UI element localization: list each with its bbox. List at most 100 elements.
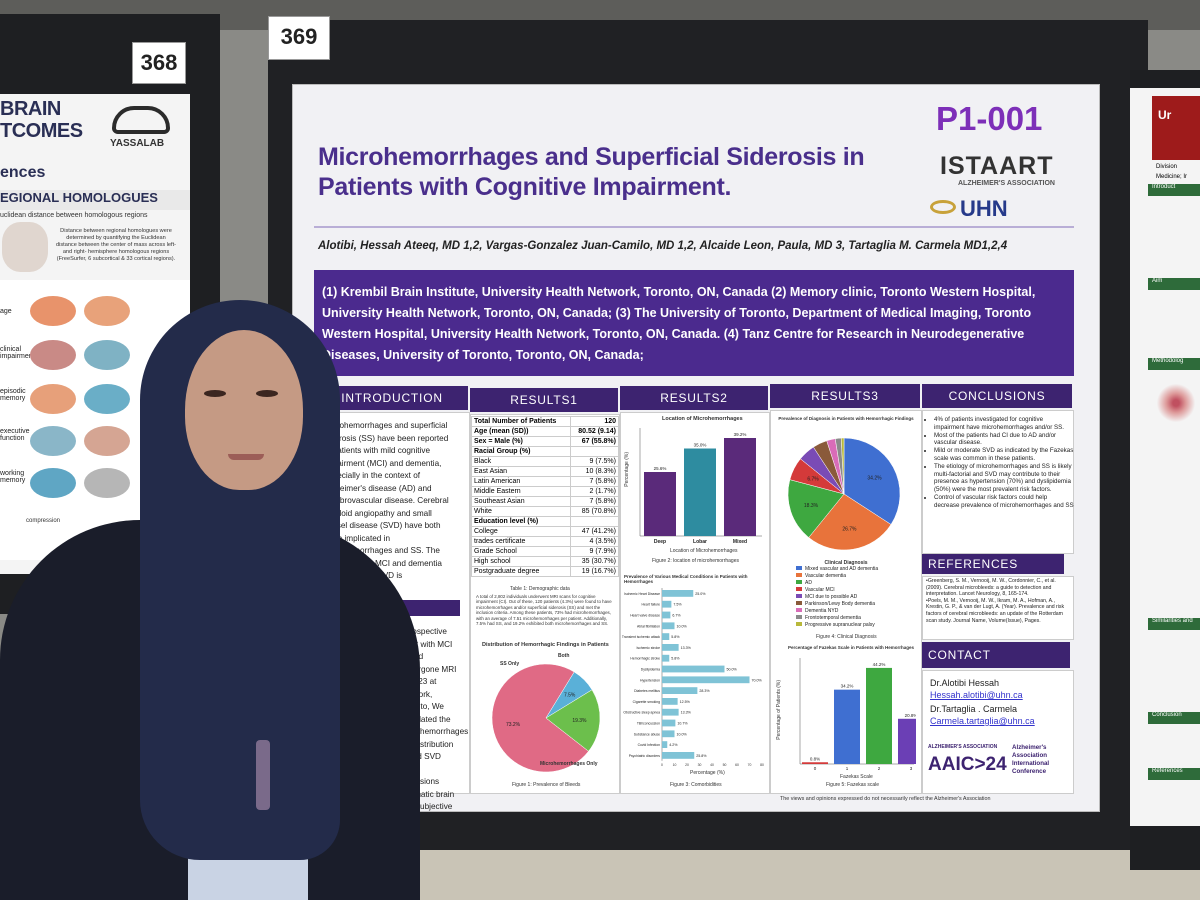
right-poster-section: Similarities and — [1148, 618, 1200, 630]
tick-label: 10 — [673, 763, 677, 767]
contact-header: CONTACT — [922, 642, 1070, 668]
table-cell-value: 10 (8.3%) — [569, 466, 620, 477]
demographic-table: Total Number of Patients 120 Age (mean (SD… — [471, 416, 620, 577]
tick-label: 20 — [685, 763, 689, 767]
bar-value-label: 70.0% — [752, 678, 763, 682]
bar-value-label: 34.2% — [841, 684, 854, 689]
table-row: trades certificate 4 (3.5%) — [471, 536, 620, 547]
left-poster-footer: compression — [26, 518, 61, 524]
bar-value-label: 13.3% — [681, 711, 692, 715]
bar-value-label: 6.7% — [672, 614, 681, 618]
table-row: Middle Eastern 2 (1.7%) — [471, 486, 620, 497]
bar — [662, 590, 694, 597]
brain-map-icon — [30, 340, 76, 370]
bar2-ylabel: Percentage of Patients (%) — [776, 680, 782, 740]
bar — [802, 762, 828, 764]
legend-label: MCI due to possible AD — [805, 594, 858, 600]
table-cell-value: 47 (41.2%) — [569, 526, 620, 537]
pie-label: 73.2% — [506, 722, 521, 728]
tick-label: Hypertension — [640, 678, 660, 682]
uhn-swirl-icon — [930, 200, 956, 214]
table-row: Grade School 9 (7.9%) — [471, 546, 620, 557]
istaart-subtitle: ALZHEIMER'S ASSOCIATION — [958, 180, 1055, 187]
conclusions-box — [922, 410, 1074, 554]
pie-label: 6.7% — [807, 476, 819, 482]
brain-map-icon — [30, 384, 76, 414]
table-cell-label: Latin American — [471, 476, 571, 487]
tick-label: 80 — [760, 763, 764, 767]
table-row: White 85 (70.8%) — [471, 506, 620, 517]
bar — [662, 741, 668, 748]
legend-item: Vascular MCI — [796, 587, 896, 594]
bar1-xlabel: Location of Microhemorrhages — [670, 548, 738, 554]
right-poster-text: Medicine; Ir — [1156, 174, 1188, 180]
list-item: The etiology of microhemorrhages and SS … — [934, 463, 1074, 494]
reference-item: •Poels, M. M., Vernooij, M. W., Ikram, M… — [926, 597, 1065, 624]
reference-item: •Greenberg, S. M., Vernooij, M. W., Cord… — [926, 578, 1056, 598]
tick-label: 3 — [910, 766, 913, 771]
table-cell-label: Education level (%) — [471, 516, 571, 527]
list-item: Control of vascular risk factors could h… — [934, 494, 1074, 510]
row-label-clinical: clinical impairment — [0, 346, 35, 360]
list-item: 4% of patients investigated for cognitiv… — [934, 416, 1074, 432]
legend-label: Progressive supranuclear palsy — [805, 622, 875, 628]
legend-swatch — [796, 594, 802, 598]
bar-value-label: 25.6% — [654, 466, 667, 471]
horizontal-bar-comorbidities: Ischemic Heart Disease 25.0% Heart failure… — [622, 588, 764, 767]
legend-label: Vascular dementia — [805, 573, 847, 579]
bar-value-label: 44.2% — [873, 662, 886, 667]
references-header: REFERENCES — [922, 554, 1064, 574]
pie-chart-diagnosis: 34.2% 26.7% 18.3% 6.7% — [787, 437, 901, 551]
right-poster-section: Conclusion — [1148, 712, 1200, 724]
yassalab-logo-icon — [112, 106, 170, 134]
bar-chart-fazekas: 0.8% 0 34.2% 1 44.2% 2 20.8% 3 — [799, 658, 916, 771]
board-number-369: 369 — [268, 16, 330, 60]
brain-map-icon — [84, 340, 130, 370]
contact-box — [922, 670, 1074, 794]
bar — [662, 752, 695, 759]
bar-value-label: 10.0% — [677, 624, 688, 628]
pie2-title: Prevalence of Diagnosis in Patients with… — [778, 416, 914, 421]
eye-icon — [204, 390, 226, 397]
table-row: Sex = Male (%) 67 (55.8%) — [471, 436, 620, 447]
table-row: Latin American 7 (5.8%) — [471, 476, 620, 487]
table-cell-value — [569, 446, 620, 457]
aaic-assoc: ALZHEIMER'S ASSOCIATION — [928, 744, 998, 750]
bar — [662, 687, 698, 694]
row-label-executive: executive function — [0, 428, 30, 442]
bar-chart-location: 25.6% Deep 35.0% Lobar 39.2% Mixed — [639, 428, 762, 545]
right-poster-section: Methodolog — [1148, 358, 1200, 370]
contact-email-2[interactable]: Carmela.tartaglia@uhn.ca — [930, 716, 1035, 726]
bar-value-label: 25.8% — [696, 754, 707, 758]
bar-value-label: 39.2% — [734, 432, 747, 437]
references-list: •Greenberg, S. M., Vernooij, M. W., Cord… — [926, 578, 1068, 624]
bar — [662, 600, 672, 608]
pie-chart-bleeds: 73.2% 7.5% 19.3% — [491, 663, 601, 773]
uhn-logo: UHN — [960, 196, 1008, 221]
brain-map-icon — [84, 296, 130, 326]
tick-label: 0 — [661, 763, 663, 767]
bar — [662, 622, 675, 630]
table-cell-value: 80.52 (9.14) — [569, 426, 620, 437]
bar-value-label: 28.3% — [699, 689, 710, 693]
table-cell-value: 7 (5.8%) — [569, 476, 620, 487]
table-caption: Table 1: Demographic data — [510, 586, 570, 592]
tick-label: TBI/concussion — [637, 722, 660, 726]
pie-slice — [491, 663, 589, 773]
legend-swatch — [796, 601, 802, 605]
tick-label: Heart failure — [642, 603, 661, 607]
conclusions-list: 4% of patients investigated for cognitiv… — [920, 410, 1074, 510]
bar — [898, 718, 916, 764]
aaic-logo: AAIC>24 — [928, 754, 1007, 775]
table-row: Postgraduate degree 19 (16.7%) — [471, 566, 620, 577]
table-cell-label: Grade School — [471, 546, 571, 557]
bar1-title: Location of Microhemorrhages — [662, 416, 743, 422]
brain-diagram-icon — [2, 222, 48, 272]
table-cell-label: College — [471, 526, 571, 537]
lab-name: YASSALAB — [110, 138, 165, 149]
tick-label: Hemorrhagic stroke — [630, 657, 660, 661]
right-poster-section: References — [1148, 768, 1200, 780]
contact-email-1[interactable]: Hessah.alotibi@uhn.ca — [930, 690, 1023, 700]
bar-value-label: 4.2% — [669, 743, 678, 747]
table-cell-value: 67 (55.8%) — [569, 436, 620, 447]
